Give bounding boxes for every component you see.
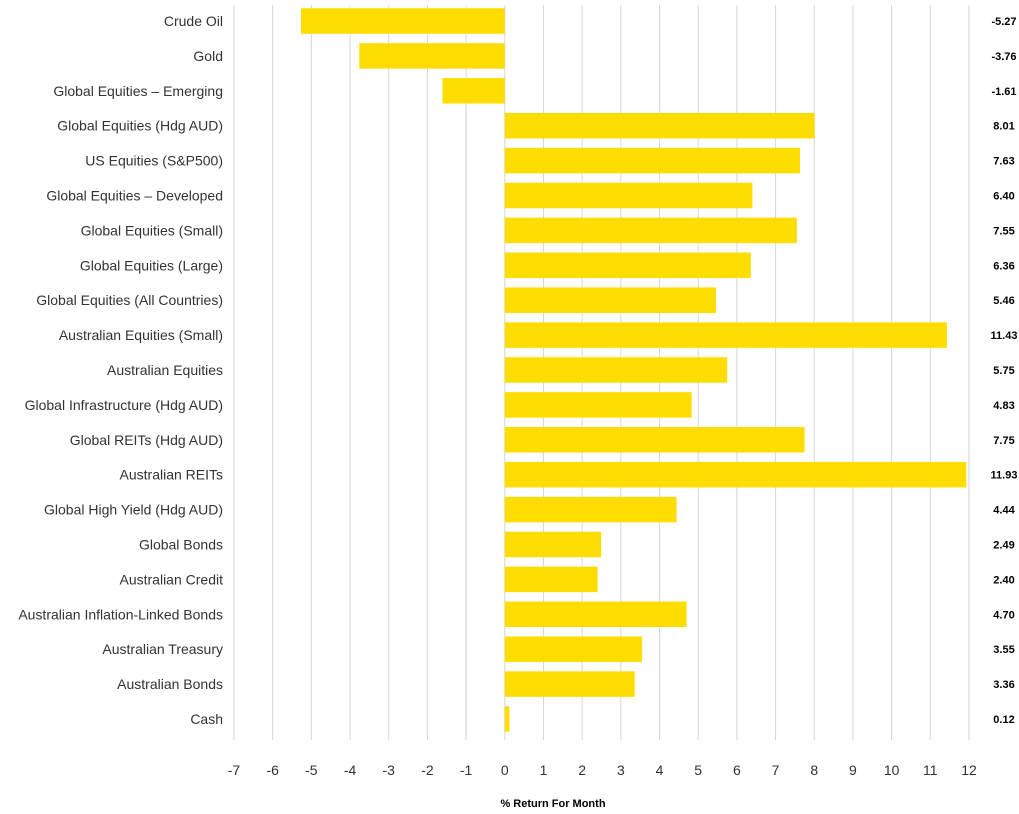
category-label: Australian Treasury xyxy=(102,641,223,657)
category-label: Australian Equities (Small) xyxy=(59,327,223,343)
value-label: -1.61 xyxy=(991,86,1016,98)
x-tick-label: 0 xyxy=(501,762,509,778)
value-label: 3.55 xyxy=(993,644,1014,656)
value-label: 5.46 xyxy=(993,295,1014,307)
x-tick-label: 1 xyxy=(540,762,548,778)
category-label: Global Equities (Small) xyxy=(81,222,223,238)
x-tick-label: -1 xyxy=(460,762,473,778)
bar xyxy=(504,496,677,523)
category-label: Cash xyxy=(190,711,223,727)
bar xyxy=(504,636,643,662)
value-label: -5.27 xyxy=(991,16,1016,28)
bar xyxy=(359,43,505,69)
x-tick-label: 12 xyxy=(961,762,977,778)
x-tick-label: 11 xyxy=(923,762,938,778)
value-label: 11.43 xyxy=(991,330,1018,342)
x-tick-label: -5 xyxy=(305,762,318,778)
bar xyxy=(504,706,510,732)
x-tick-label: 4 xyxy=(656,762,664,778)
category-label: Global Equities (Hdg AUD) xyxy=(57,118,223,134)
category-label: US Equities (S&P500) xyxy=(85,153,223,169)
x-tick-label: 2 xyxy=(578,762,586,778)
category-label: Global Equities (All Countries) xyxy=(36,292,223,308)
bar xyxy=(504,112,815,139)
category-label: Australian Credit xyxy=(120,571,224,587)
x-tick-label: 3 xyxy=(617,762,625,778)
category-label: Global Equities – Developed xyxy=(46,188,223,204)
bars xyxy=(300,8,967,732)
bar xyxy=(504,287,717,313)
x-tick-label: -7 xyxy=(228,762,241,778)
bar xyxy=(504,217,797,244)
value-label: 4.44 xyxy=(993,505,1015,517)
x-tick-label: -2 xyxy=(421,762,434,778)
category-label: Global Equities – Emerging xyxy=(53,83,223,99)
x-axis-tick-labels: -7 -6 -5 -4 -3 -2 -1 0 1 2 3 4 5 6 7 8 9 10 11 12 xyxy=(228,762,977,778)
bar xyxy=(504,182,753,209)
value-labels: -5.27 -3.76 -1.61 8.01 7.63 6.40 7.55 6.36 5.46 1… xyxy=(991,16,1018,726)
value-label: 11.93 xyxy=(991,470,1018,482)
bar xyxy=(300,8,505,34)
value-label: 5.75 xyxy=(993,365,1014,377)
bar xyxy=(504,427,805,453)
category-label: Australian Inflation-Linked Bonds xyxy=(18,606,223,622)
value-label: 4.70 xyxy=(993,609,1014,621)
value-label: 2.40 xyxy=(993,574,1014,586)
x-tick-label: -3 xyxy=(383,762,396,778)
bar xyxy=(504,566,598,593)
category-label: Australian REITs xyxy=(120,467,223,483)
value-label: 7.55 xyxy=(993,225,1014,237)
bar xyxy=(504,357,728,383)
value-label: 7.63 xyxy=(993,156,1014,168)
value-label: 0.12 xyxy=(993,714,1014,726)
x-tick-label: 5 xyxy=(694,762,702,778)
value-label: 6.36 xyxy=(993,260,1014,272)
value-label: -3.76 xyxy=(991,51,1016,63)
value-label: 4.83 xyxy=(993,400,1014,412)
category-label: Global High Yield (Hdg AUD) xyxy=(44,502,223,518)
x-tick-label: 9 xyxy=(849,762,857,778)
category-label: Gold xyxy=(193,48,223,64)
category-label: Global Infrastructure (Hdg AUD) xyxy=(25,397,223,413)
category-label: Crude Oil xyxy=(164,13,223,29)
bar xyxy=(504,601,687,628)
bar xyxy=(504,531,602,558)
x-tick-label: 10 xyxy=(884,762,900,778)
category-label: Global Bonds xyxy=(139,537,223,553)
category-label: Global Equities (Large) xyxy=(80,257,223,273)
value-label: 3.36 xyxy=(993,679,1014,691)
x-tick-label: -4 xyxy=(344,762,357,778)
bar xyxy=(442,78,505,104)
bar xyxy=(504,252,751,279)
bar xyxy=(504,322,947,348)
value-label: 7.75 xyxy=(993,435,1014,447)
bar xyxy=(504,671,635,697)
value-label: 6.40 xyxy=(993,191,1014,203)
bar xyxy=(504,147,800,174)
bar xyxy=(504,392,692,418)
category-label: Australian Bonds xyxy=(117,676,223,692)
category-label: Global REITs (Hdg AUD) xyxy=(70,432,223,448)
category-label: Australian Equities xyxy=(107,362,223,378)
x-tick-label: -6 xyxy=(266,762,279,778)
value-label: 8.01 xyxy=(993,121,1014,133)
bar xyxy=(504,461,967,488)
x-axis-title: % Return For Month xyxy=(500,798,605,810)
x-tick-label: 8 xyxy=(810,762,818,778)
value-label: 2.49 xyxy=(993,540,1014,552)
category-labels: Crude Oil Gold Global Equities – Emerging G… xyxy=(18,13,223,727)
x-tick-label: 7 xyxy=(772,762,780,778)
x-tick-label: 6 xyxy=(733,762,741,778)
